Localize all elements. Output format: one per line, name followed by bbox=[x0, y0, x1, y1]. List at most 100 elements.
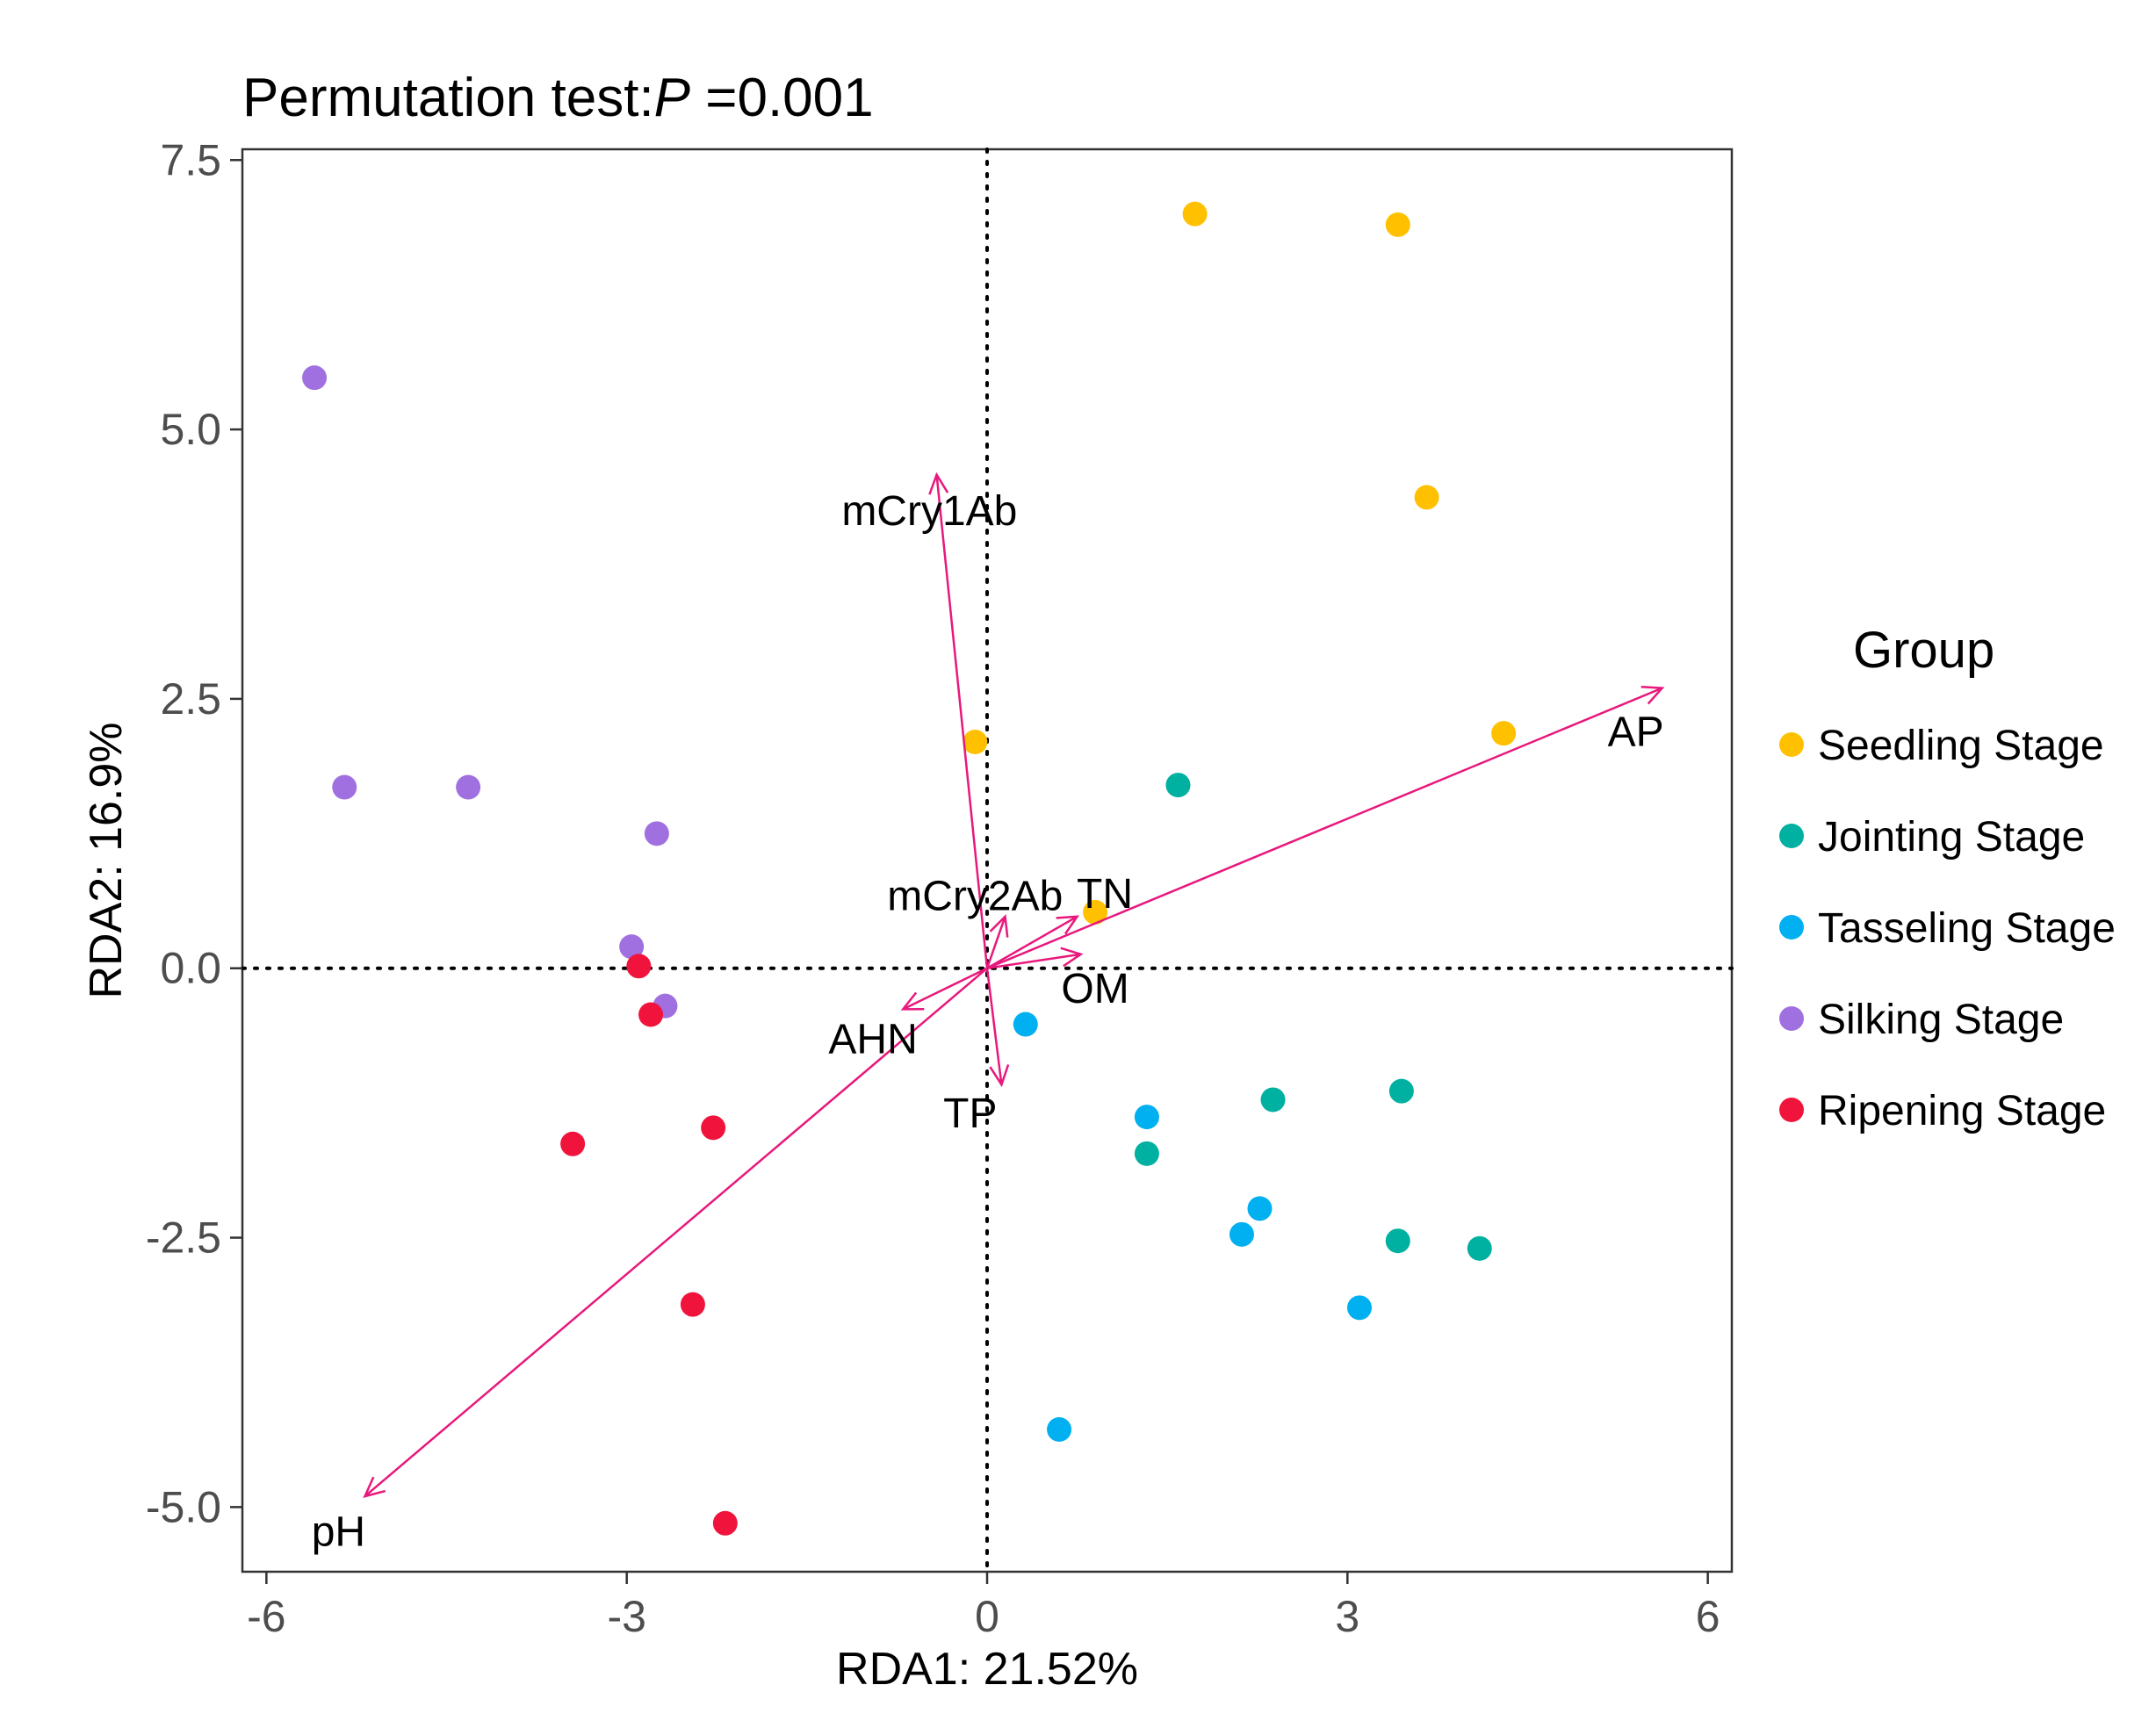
vector-arrowhead bbox=[363, 1476, 386, 1498]
data-point bbox=[712, 1510, 738, 1536]
chart-title: Permutation test:P =0.001 bbox=[242, 68, 874, 128]
x-tick-label: -3 bbox=[607, 1592, 645, 1641]
reference-lines bbox=[241, 148, 1734, 1573]
vector-arrow bbox=[363, 967, 988, 1498]
legend-swatch bbox=[1779, 732, 1804, 757]
data-point bbox=[638, 1002, 664, 1027]
vector-line bbox=[986, 915, 1078, 969]
vector-line bbox=[902, 967, 988, 1011]
legend-label: Tasseling Stage bbox=[1818, 905, 2116, 952]
vector-arrowhead bbox=[928, 472, 949, 495]
environment-vectors bbox=[363, 472, 1665, 1498]
y-tick-label: 7.5 bbox=[160, 135, 221, 184]
legend-swatch bbox=[1779, 1006, 1804, 1031]
title-italic: P bbox=[654, 68, 690, 128]
data-point bbox=[1229, 1221, 1254, 1247]
vector-arrow bbox=[985, 914, 1009, 969]
data-point bbox=[1467, 1235, 1492, 1261]
vector-arrowhead bbox=[1060, 947, 1084, 968]
data-point bbox=[644, 821, 669, 846]
legend-swatch bbox=[1779, 1098, 1804, 1122]
data-point bbox=[1414, 485, 1439, 510]
vector-arrow bbox=[986, 686, 1665, 969]
data-point bbox=[1013, 1012, 1038, 1037]
data-point bbox=[680, 1292, 705, 1317]
vector-line bbox=[985, 916, 1006, 969]
vector-arrow bbox=[986, 947, 1084, 969]
vector-line bbox=[986, 953, 1081, 969]
x-tick-label: 0 bbox=[975, 1592, 999, 1641]
data-point bbox=[1134, 1105, 1159, 1130]
y-tick-label: -2.5 bbox=[146, 1213, 221, 1263]
data-point bbox=[1134, 1141, 1159, 1166]
vector-label: pH bbox=[312, 1509, 365, 1555]
data-point bbox=[1385, 1228, 1410, 1254]
title-suffix: =0.001 bbox=[690, 68, 874, 128]
y-tick-label: 0.0 bbox=[160, 944, 221, 993]
vector-line bbox=[935, 474, 989, 969]
y-tick-label: 5.0 bbox=[160, 405, 221, 454]
vector-line bbox=[985, 968, 1003, 1085]
x-axis: -6 -3 0 3 6 bbox=[247, 1572, 1720, 1641]
vector-label: AHN bbox=[828, 1017, 917, 1063]
vector-arrow bbox=[928, 472, 989, 969]
vector-label: TN bbox=[1077, 871, 1133, 918]
data-point bbox=[332, 774, 357, 800]
data-point bbox=[302, 365, 328, 391]
vector-arrowhead bbox=[989, 1064, 1010, 1088]
legend-item: Silking Stage bbox=[1779, 997, 2064, 1043]
data-point bbox=[456, 774, 481, 800]
vector-labels: mCry1Ab mCry2Ab TN OM AP AHN TP pH bbox=[312, 488, 1664, 1555]
legend-label: Seedling Stage bbox=[1818, 723, 2104, 769]
vector-label: mCry2Ab bbox=[887, 873, 1063, 919]
vector-arrowhead bbox=[989, 914, 1009, 938]
vector-arrow bbox=[900, 967, 988, 1011]
data-point bbox=[1083, 899, 1108, 925]
legend-swatch bbox=[1779, 824, 1804, 848]
legend-label: Ripening Stage bbox=[1818, 1088, 2106, 1134]
data-point bbox=[1165, 773, 1191, 798]
x-tick-label: -6 bbox=[247, 1592, 285, 1641]
data-points bbox=[302, 201, 1517, 1536]
data-point bbox=[1247, 1196, 1273, 1221]
data-point bbox=[963, 730, 988, 754]
data-point bbox=[701, 1115, 726, 1141]
data-point bbox=[560, 1131, 586, 1156]
x-axis-title: RDA1: 21.52% bbox=[836, 1644, 1138, 1695]
data-point bbox=[1491, 721, 1517, 746]
vector-label: mCry1Ab bbox=[841, 488, 1017, 535]
vector-label: AP bbox=[1608, 709, 1664, 756]
x-tick-label: 3 bbox=[1335, 1592, 1359, 1641]
vector-label: TP bbox=[943, 1091, 997, 1137]
legend-item: Jointing Stage bbox=[1779, 814, 2085, 860]
legend-item: Tasseling Stage bbox=[1779, 905, 2116, 952]
vector-line bbox=[986, 687, 1663, 969]
data-point bbox=[1182, 201, 1208, 227]
vector-arrowhead bbox=[900, 991, 925, 1011]
data-point bbox=[1385, 212, 1410, 237]
legend-swatch bbox=[1779, 915, 1804, 940]
vector-line bbox=[364, 967, 988, 1498]
vector-arrow bbox=[985, 968, 1010, 1088]
data-point bbox=[1388, 1078, 1414, 1104]
legend: Group Seedling Stage Jointing Stage Tassel… bbox=[1779, 622, 2116, 1134]
x-tick-label: 6 bbox=[1696, 1592, 1720, 1641]
legend-item: Ripening Stage bbox=[1779, 1088, 2106, 1134]
title-prefix: Permutation test: bbox=[242, 68, 654, 128]
y-axis: -5.0 -2.5 0.0 2.5 5.0 7.5 bbox=[146, 135, 242, 1531]
data-point bbox=[1260, 1087, 1286, 1113]
vector-arrow bbox=[986, 915, 1080, 969]
vector-label: OM bbox=[1061, 966, 1128, 1012]
vector-arrowhead bbox=[1056, 915, 1080, 935]
y-tick-label: 2.5 bbox=[160, 674, 221, 724]
y-tick-label: -5.0 bbox=[146, 1482, 221, 1531]
y-axis-title: RDA2: 16.9% bbox=[81, 722, 132, 998]
data-point bbox=[619, 934, 645, 960]
data-point bbox=[626, 954, 652, 979]
data-point bbox=[1047, 1417, 1072, 1442]
legend-item: Seedling Stage bbox=[1779, 723, 2104, 769]
data-point bbox=[1347, 1295, 1372, 1321]
legend-label: Silking Stage bbox=[1818, 997, 2064, 1043]
vector-arrowhead bbox=[1640, 686, 1665, 705]
